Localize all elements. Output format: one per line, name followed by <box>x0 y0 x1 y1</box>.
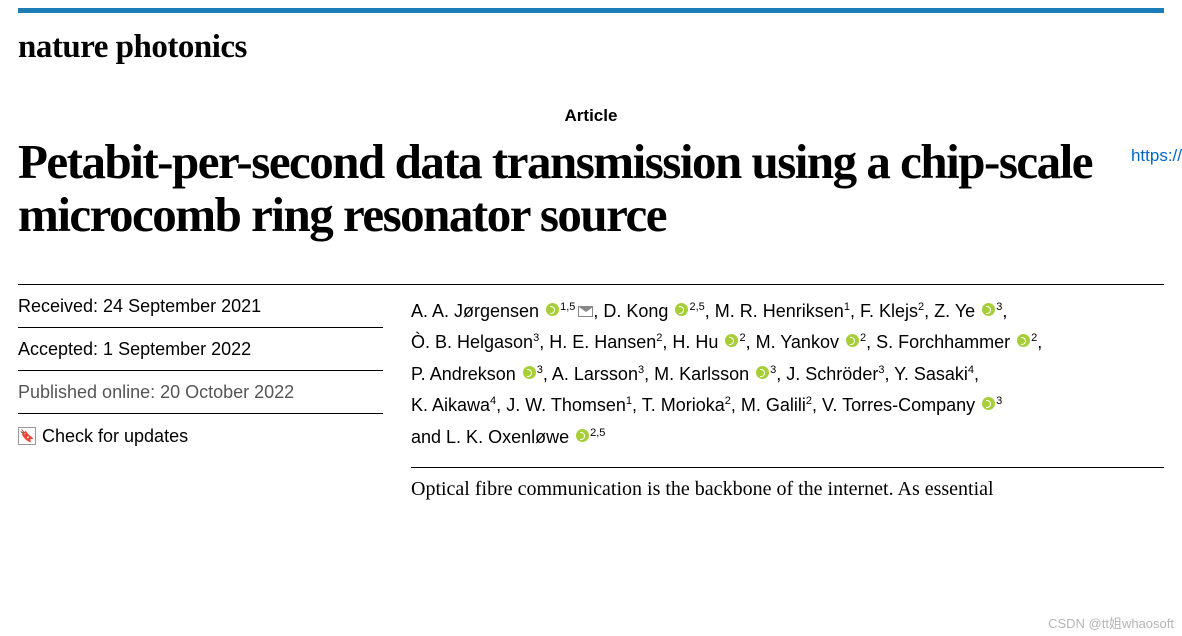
author-name: A. Larsson <box>552 364 638 384</box>
affiliation: 3 <box>533 332 539 344</box>
author-name: L. K. Oxenløwe <box>446 427 569 447</box>
authors-line-2: Ò. B. Helgason3, H. E. Hansen2, H. Hu 2,… <box>411 327 1164 359</box>
affiliation: 2 <box>725 395 731 407</box>
check-updates-button[interactable]: 🔖 Check for updates <box>18 414 383 447</box>
affiliation: 2,5 <box>689 301 704 313</box>
author-name: M. Yankov <box>756 332 839 352</box>
orcid-icon[interactable] <box>546 303 559 316</box>
affiliation: 3 <box>770 364 776 376</box>
affiliation: 3 <box>537 364 543 376</box>
journal-name: nature photonics <box>18 29 1182 66</box>
article-type-label: Article <box>0 106 1182 126</box>
affiliation: 2 <box>739 332 745 344</box>
author-name: Y. Sasaki <box>894 364 968 384</box>
article-title: Petabit-per-second data transmission usi… <box>18 136 1164 242</box>
abstract-first-line: Optical fibre communication is the backb… <box>411 467 1164 501</box>
affiliation: 2,5 <box>590 427 605 439</box>
orcid-icon[interactable] <box>982 303 995 316</box>
published-date: Published online: 20 October 2022 <box>18 371 383 414</box>
author-name: D. Kong <box>603 301 668 321</box>
orcid-icon[interactable] <box>523 366 536 379</box>
orcid-icon[interactable] <box>576 429 589 442</box>
affiliation: 1 <box>844 301 850 313</box>
author-name: Ò. B. Helgason <box>411 332 533 352</box>
affiliation: 2 <box>860 332 866 344</box>
article-url-fragment[interactable]: https:// <box>1131 146 1182 166</box>
orcid-icon[interactable] <box>1017 334 1030 347</box>
author-name: H. E. Hansen <box>549 332 656 352</box>
authors-line-1: A. A. Jørgensen 1,5, D. Kong 2,5, M. R. … <box>411 296 1164 328</box>
affiliation: 2 <box>656 332 662 344</box>
orcid-icon[interactable] <box>675 303 688 316</box>
check-updates-label: Check for updates <box>42 426 188 447</box>
affiliation: 4 <box>968 364 974 376</box>
affiliation: 2 <box>918 301 924 313</box>
orcid-icon[interactable] <box>846 334 859 347</box>
author-name: K. Aikawa <box>411 395 490 415</box>
affiliation: 3 <box>638 364 644 376</box>
metadata-block: Received: 24 September 2021 Accepted: 1 … <box>18 284 1164 454</box>
authors-line-4: K. Aikawa4, J. W. Thomsen1, T. Morioka2,… <box>411 390 1164 422</box>
and-label: and <box>411 427 446 447</box>
affiliation: 2 <box>806 395 812 407</box>
author-name: H. Hu <box>672 332 718 352</box>
check-updates-icon: 🔖 <box>18 427 36 445</box>
author-name: M. Galili <box>741 395 806 415</box>
author-name: J. Schröder <box>786 364 878 384</box>
corresponding-email-icon[interactable] <box>578 306 593 317</box>
accepted-date: Accepted: 1 September 2022 <box>18 328 383 371</box>
authors-line-3: P. Andrekson 3, A. Larsson3, M. Karlsson… <box>411 359 1164 391</box>
author-name: S. Forchhammer <box>876 332 1010 352</box>
affiliation: 3 <box>878 364 884 376</box>
author-name: F. Klejs <box>860 301 918 321</box>
dates-column: Received: 24 September 2021 Accepted: 1 … <box>18 285 383 454</box>
author-name: V. Torres-Company <box>822 395 975 415</box>
affiliation: 1,5 <box>560 301 575 313</box>
affiliation: 1 <box>626 395 632 407</box>
received-date: Received: 24 September 2021 <box>18 285 383 328</box>
orcid-icon[interactable] <box>982 397 995 410</box>
author-name: A. A. Jørgensen <box>411 301 539 321</box>
watermark: CSDN @tt姐whaosoft <box>1048 613 1174 632</box>
author-name: T. Morioka <box>642 395 725 415</box>
author-name: Z. Ye <box>934 301 975 321</box>
author-name: M. Karlsson <box>654 364 749 384</box>
affiliation: 4 <box>490 395 496 407</box>
orcid-icon[interactable] <box>756 366 769 379</box>
affiliation: 3 <box>996 301 1002 313</box>
authors-line-5: and L. K. Oxenløwe 2,5 <box>411 422 1164 454</box>
author-name: M. R. Henriksen <box>715 301 844 321</box>
top-rule <box>18 8 1164 13</box>
affiliation: 3 <box>996 395 1002 407</box>
orcid-icon[interactable] <box>725 334 738 347</box>
author-name: J. W. Thomsen <box>506 395 626 415</box>
authors-list: A. A. Jørgensen 1,5, D. Kong 2,5, M. R. … <box>383 285 1164 454</box>
author-name: P. Andrekson <box>411 364 516 384</box>
affiliation: 2 <box>1031 332 1037 344</box>
